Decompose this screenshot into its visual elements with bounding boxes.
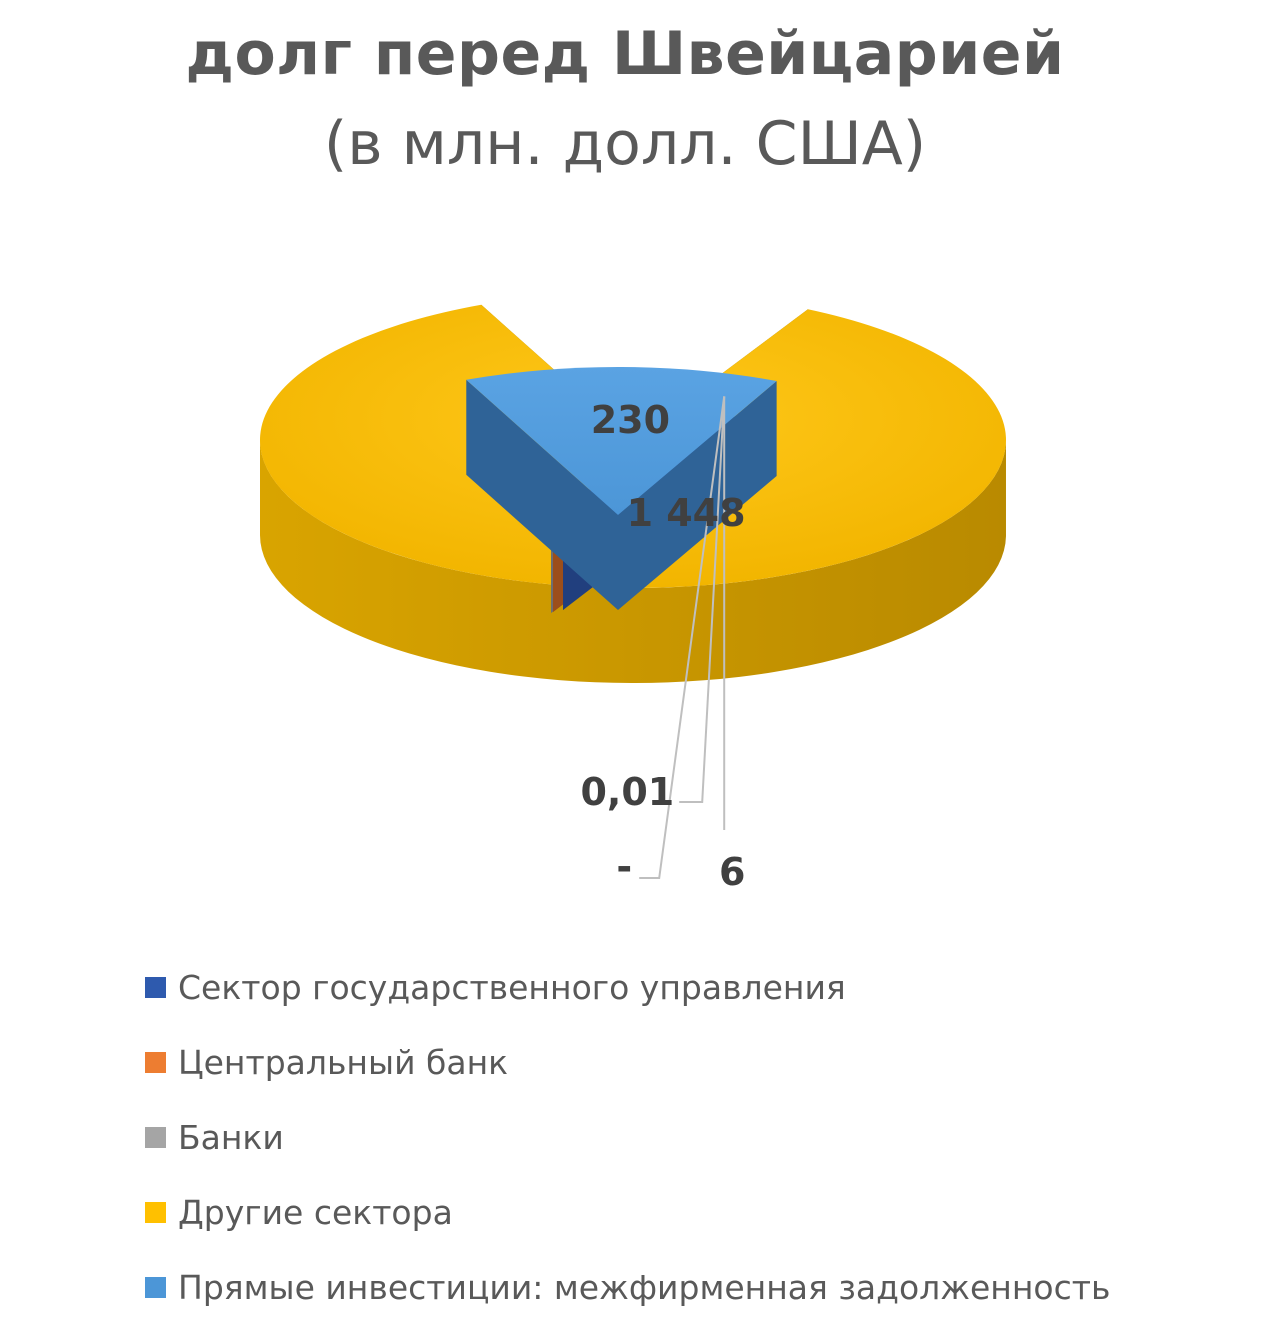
legend-swatch (145, 1127, 166, 1148)
legend-item: Другие сектора (145, 1175, 1255, 1250)
legend-label: Банки (178, 1118, 284, 1157)
slice-cut-face (466, 379, 618, 610)
legend-label: Центральный банк (178, 1043, 509, 1082)
chart-subtitle: (в млн. долл. США) (323, 109, 927, 179)
data-label: 0,01 (580, 770, 674, 814)
chart-title: долг перед Швейцарией (185, 19, 1065, 89)
legend-label: Прямые инвестиции: межфирменная задолжен… (178, 1268, 1111, 1307)
leader-line (679, 396, 726, 803)
slice-side-face (260, 440, 1006, 684)
legend-label: Другие сектора (178, 1193, 453, 1232)
pie-chart: 1 448 230 0,01 6 - (260, 304, 1006, 894)
legend-swatch (145, 977, 166, 998)
data-label: 230 (591, 398, 670, 442)
legend-swatch (145, 1052, 166, 1073)
slice-top-face (466, 366, 777, 515)
legend: Сектор государственного управления Центра… (145, 950, 1255, 1325)
legend-item: Банки (145, 1100, 1255, 1175)
legend-item: Прямые инвестиции: межфирменная задолжен… (145, 1250, 1255, 1325)
pie-slice (466, 366, 777, 610)
legend-swatch (145, 1277, 166, 1298)
slice-cut-face (618, 381, 777, 610)
legend-item: Сектор государственного управления (145, 950, 1255, 1025)
legend-swatch (145, 1202, 166, 1223)
data-label: 1 448 (627, 491, 746, 535)
data-label: - (616, 845, 632, 889)
leader-line (639, 396, 726, 879)
legend-item: Центральный банк (145, 1025, 1255, 1100)
legend-label: Сектор государственного управления (178, 968, 846, 1007)
data-label: 6 (719, 850, 745, 894)
